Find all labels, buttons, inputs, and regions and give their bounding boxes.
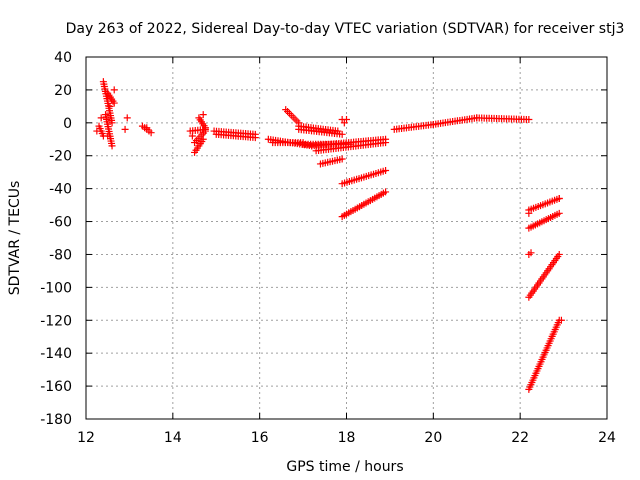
plot-frame — [85, 56, 608, 420]
y-axis-label: SDTVAR / TECUs — [7, 181, 23, 296]
y-tick-label: 40 — [54, 50, 72, 66]
data-point — [143, 124, 151, 132]
x-axis-label: GPS time / hours — [286, 459, 403, 475]
data-point — [201, 124, 209, 132]
data-point — [110, 99, 118, 107]
data-point — [147, 129, 155, 137]
data-point — [525, 209, 533, 217]
data-point — [97, 114, 105, 122]
x-tick-label: 16 — [251, 430, 269, 446]
y-tick-label: -20 — [49, 149, 72, 165]
y-tick-label: -80 — [49, 247, 72, 263]
y-tick-label: 20 — [54, 83, 72, 99]
x-tick-label: 12 — [77, 430, 95, 446]
data-point — [199, 111, 207, 119]
y-tick-label: -60 — [49, 215, 72, 231]
data-point — [527, 249, 535, 257]
y-tick-label: -40 — [49, 182, 72, 198]
x-tick-label: 18 — [338, 430, 356, 446]
x-tick-label: 20 — [424, 430, 442, 446]
y-tick-label: -160 — [40, 379, 72, 395]
x-tick-label: 24 — [598, 430, 616, 446]
data-point — [382, 167, 390, 175]
y-tick-label: -140 — [40, 346, 72, 362]
data-point — [199, 135, 207, 143]
data-point — [123, 114, 131, 122]
grid — [86, 57, 607, 419]
chart-title: Day 263 of 2022, Sidereal Day-to-day VTE… — [66, 21, 625, 37]
data-point — [555, 195, 563, 203]
data-point — [525, 116, 533, 124]
x-tick-label: 14 — [164, 430, 182, 446]
data-series — [93, 78, 565, 393]
data-point — [93, 127, 101, 135]
data-point — [108, 142, 116, 150]
y-tick-label: -100 — [40, 280, 72, 296]
data-point — [108, 119, 116, 127]
data-point — [555, 250, 563, 258]
data-point — [251, 134, 259, 142]
data-point — [338, 155, 346, 163]
data-point — [382, 188, 390, 196]
data-point — [121, 125, 129, 133]
y-tick-label: 0 — [63, 116, 72, 132]
axis-ticks: 12 14 16 18 20 22 24 -180 -160 -140 -120 -100 -80 -60… — [40, 50, 616, 446]
data-point — [338, 130, 346, 138]
data-point — [340, 119, 348, 127]
x-tick-label: 22 — [511, 430, 529, 446]
data-point — [188, 132, 196, 140]
data-point — [382, 139, 390, 147]
data-point — [110, 86, 118, 94]
y-tick-label: -180 — [40, 412, 72, 428]
data-point — [104, 132, 112, 140]
data-point — [106, 102, 114, 110]
y-tick-label: -120 — [40, 313, 72, 329]
data-point — [557, 316, 565, 324]
data-point — [555, 209, 563, 217]
